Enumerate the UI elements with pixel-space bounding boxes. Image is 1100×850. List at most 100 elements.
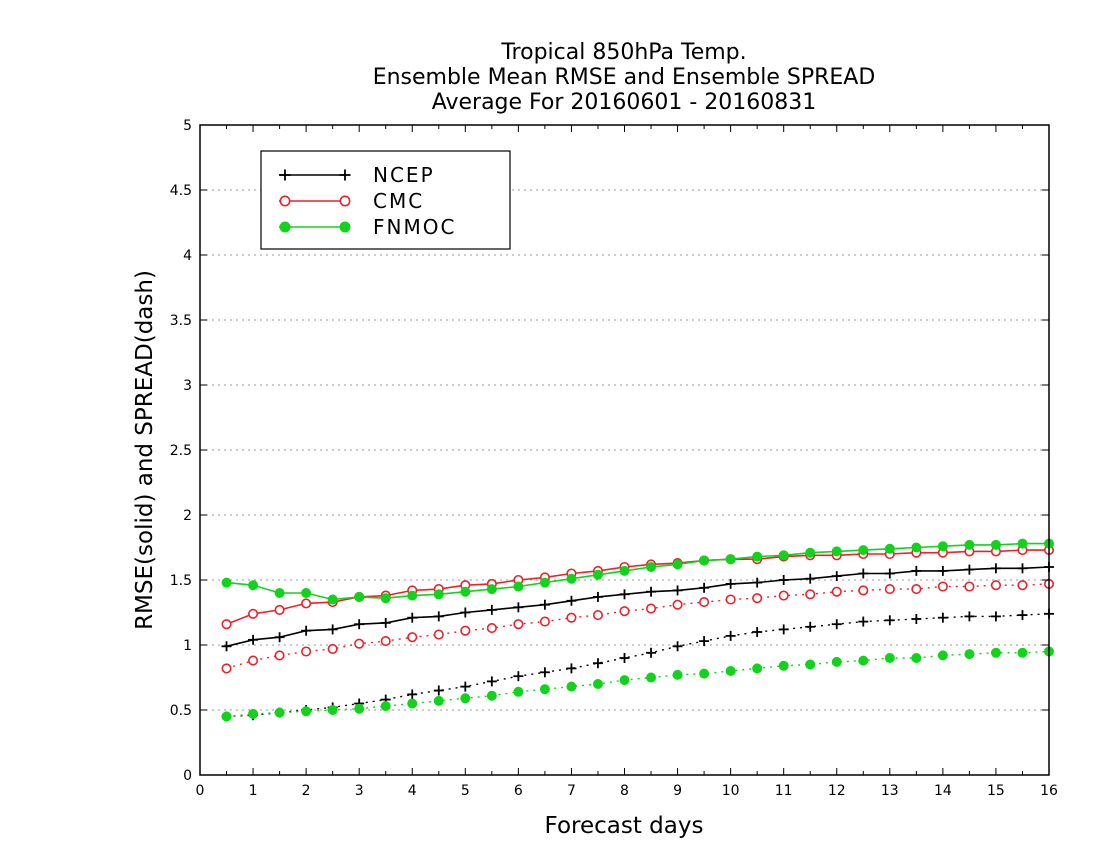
- ncep-rmse-point-17: [672, 585, 683, 596]
- fnmoc-rmse-point-12: [539, 577, 550, 588]
- cmc-spread-point-26: [911, 584, 922, 595]
- fnmoc-spread-point-25: [884, 653, 895, 663]
- fnmoc-spread-point-17: [672, 669, 683, 680]
- fnmoc-rmse-point-25: [884, 543, 895, 554]
- fnmoc-spread-point-22: [805, 659, 816, 670]
- ncep-spread-point-26: [911, 614, 922, 624]
- fnmoc-rmse-point-10: [486, 584, 497, 595]
- fnmoc-spread-point-8: [433, 695, 444, 706]
- x-tick-label-1: 1: [249, 783, 258, 799]
- cmc-spread-point-30: [1017, 580, 1028, 591]
- x-tick-label-14: 14: [934, 783, 952, 799]
- ncep-rmse-point-14: [592, 591, 603, 602]
- ncep-rmse-point-3: [301, 625, 312, 636]
- legend-marker-right-cmc: [339, 195, 351, 207]
- ncep-rmse-point-16: [646, 586, 657, 597]
- fnmoc-rmse-point-21: [778, 550, 789, 561]
- cmc-rmse-point-0: [221, 619, 232, 630]
- ncep-spread-point-7: [407, 689, 418, 700]
- ncep-spread-point-19: [725, 630, 736, 641]
- cmc-spread-point-3: [301, 646, 312, 657]
- ncep-spread-point-22: [805, 621, 816, 632]
- ncep-spread-point-9: [460, 681, 471, 692]
- fnmoc-spread-point-14: [592, 679, 603, 689]
- x-axis-label: Forecast days: [545, 813, 704, 839]
- fnmoc-rmse-point-4: [327, 594, 338, 605]
- legend-marker-right-fnmoc: [339, 221, 351, 233]
- legend-marker-right-ncep: [339, 169, 351, 181]
- ncep-rmse-point-1: [248, 634, 259, 645]
- fnmoc-rmse-point-24: [858, 545, 869, 556]
- ncep-spread-point-25: [884, 615, 895, 626]
- fnmoc-spread-point-20: [752, 663, 763, 674]
- cmc-spread-point-27: [937, 581, 948, 592]
- x-tick-label-7: 7: [567, 783, 576, 799]
- cmc-spread-point-14: [592, 610, 604, 621]
- fnmoc-rmse-point-22: [805, 547, 816, 558]
- ncep-spread-point-29: [990, 611, 1001, 622]
- fnmoc-rmse-point-16: [646, 562, 657, 572]
- legend-marker-left-ncep: [279, 169, 291, 181]
- fnmoc-spread-point-16: [646, 672, 657, 683]
- ncep-rmse-point-22: [805, 573, 816, 584]
- fnmoc-spread-point-10: [486, 690, 497, 701]
- ncep-rmse-point-27: [937, 565, 948, 576]
- cmc-spread-point-2: [274, 650, 285, 661]
- fnmoc-rmse-point-17: [672, 559, 683, 570]
- legend-label-ncep: NCEP: [373, 163, 435, 187]
- ncep-rmse-point-2: [274, 632, 285, 643]
- cmc-spread-point-16: [645, 603, 657, 614]
- x-tick-label-2: 2: [302, 783, 311, 799]
- fnmoc-rmse-point-23: [831, 546, 842, 557]
- fnmoc-rmse-point-30: [1017, 538, 1028, 549]
- x-tick-label-11: 11: [775, 783, 793, 799]
- ncep-rmse-point-28: [964, 564, 975, 575]
- ncep-spread-point-10: [486, 676, 497, 687]
- fnmoc-rmse-point-14: [592, 569, 603, 580]
- ncep-rmse-point-9: [460, 607, 471, 618]
- fnmoc-spread-point-3: [301, 706, 312, 717]
- ncep-spread-point-23: [831, 619, 842, 630]
- y-tick-label-1: 0.5: [170, 703, 192, 719]
- cmc-spread-point-18: [699, 597, 710, 608]
- cmc-spread-point-8: [433, 629, 444, 640]
- y-tick-label-8: 4: [183, 248, 192, 264]
- ncep-rmse-point-6: [380, 617, 391, 628]
- y-axis-ticks: 0 0.5 1 1.5 2 2.5 3 3.5 4 4.5 5: [170, 118, 1049, 784]
- fnmoc-rmse-point-11: [513, 581, 524, 592]
- fnmoc-rmse-point-2: [274, 588, 285, 598]
- cmc-spread-point-28: [964, 581, 975, 592]
- cmc-spread-point-23: [831, 586, 842, 597]
- gridlines: [200, 189, 1049, 711]
- fnmoc-spread-point-6: [380, 701, 391, 712]
- cmc-rmse-point-1: [248, 608, 259, 619]
- ncep-rmse-point-0: [221, 641, 232, 652]
- fnmoc-rmse-point-8: [433, 589, 444, 600]
- ncep-rmse-point-29: [990, 563, 1001, 574]
- y-tick-label-5: 2.5: [170, 443, 192, 459]
- cmc-spread-point-13: [566, 612, 577, 623]
- y-tick-label-9: 4.5: [170, 183, 192, 199]
- x-tick-label-4: 4: [408, 783, 417, 799]
- x-tick-label-10: 10: [722, 783, 740, 799]
- fnmoc-rmse-point-5: [354, 591, 365, 602]
- y-axis-label: RMSE(solid) and SPREAD(dash): [132, 270, 158, 630]
- cmc-rmse-line: [226, 549, 1049, 625]
- ncep-rmse-point-26: [911, 565, 922, 576]
- ncep-spread-point-24: [858, 616, 869, 627]
- ncep-spread-point-11: [513, 671, 524, 682]
- ncep-rmse-point-7: [407, 612, 418, 623]
- cmc-spread-point-17: [672, 599, 683, 610]
- fnmoc-spread-point-21: [778, 660, 789, 671]
- fnmoc-spread-point-4: [327, 705, 338, 715]
- legend-marker-left-cmc: [279, 195, 291, 207]
- fnmoc-spread-point-19: [725, 666, 736, 676]
- cmc-spread-point-12: [539, 616, 550, 627]
- fnmoc-rmse-point-19: [725, 554, 736, 565]
- y-tick-label-10: 5: [183, 118, 192, 134]
- fnmoc-spread-point-11: [513, 686, 524, 697]
- fnmoc-spread-point-9: [460, 693, 471, 704]
- fnmoc-rmse-point-9: [460, 586, 471, 597]
